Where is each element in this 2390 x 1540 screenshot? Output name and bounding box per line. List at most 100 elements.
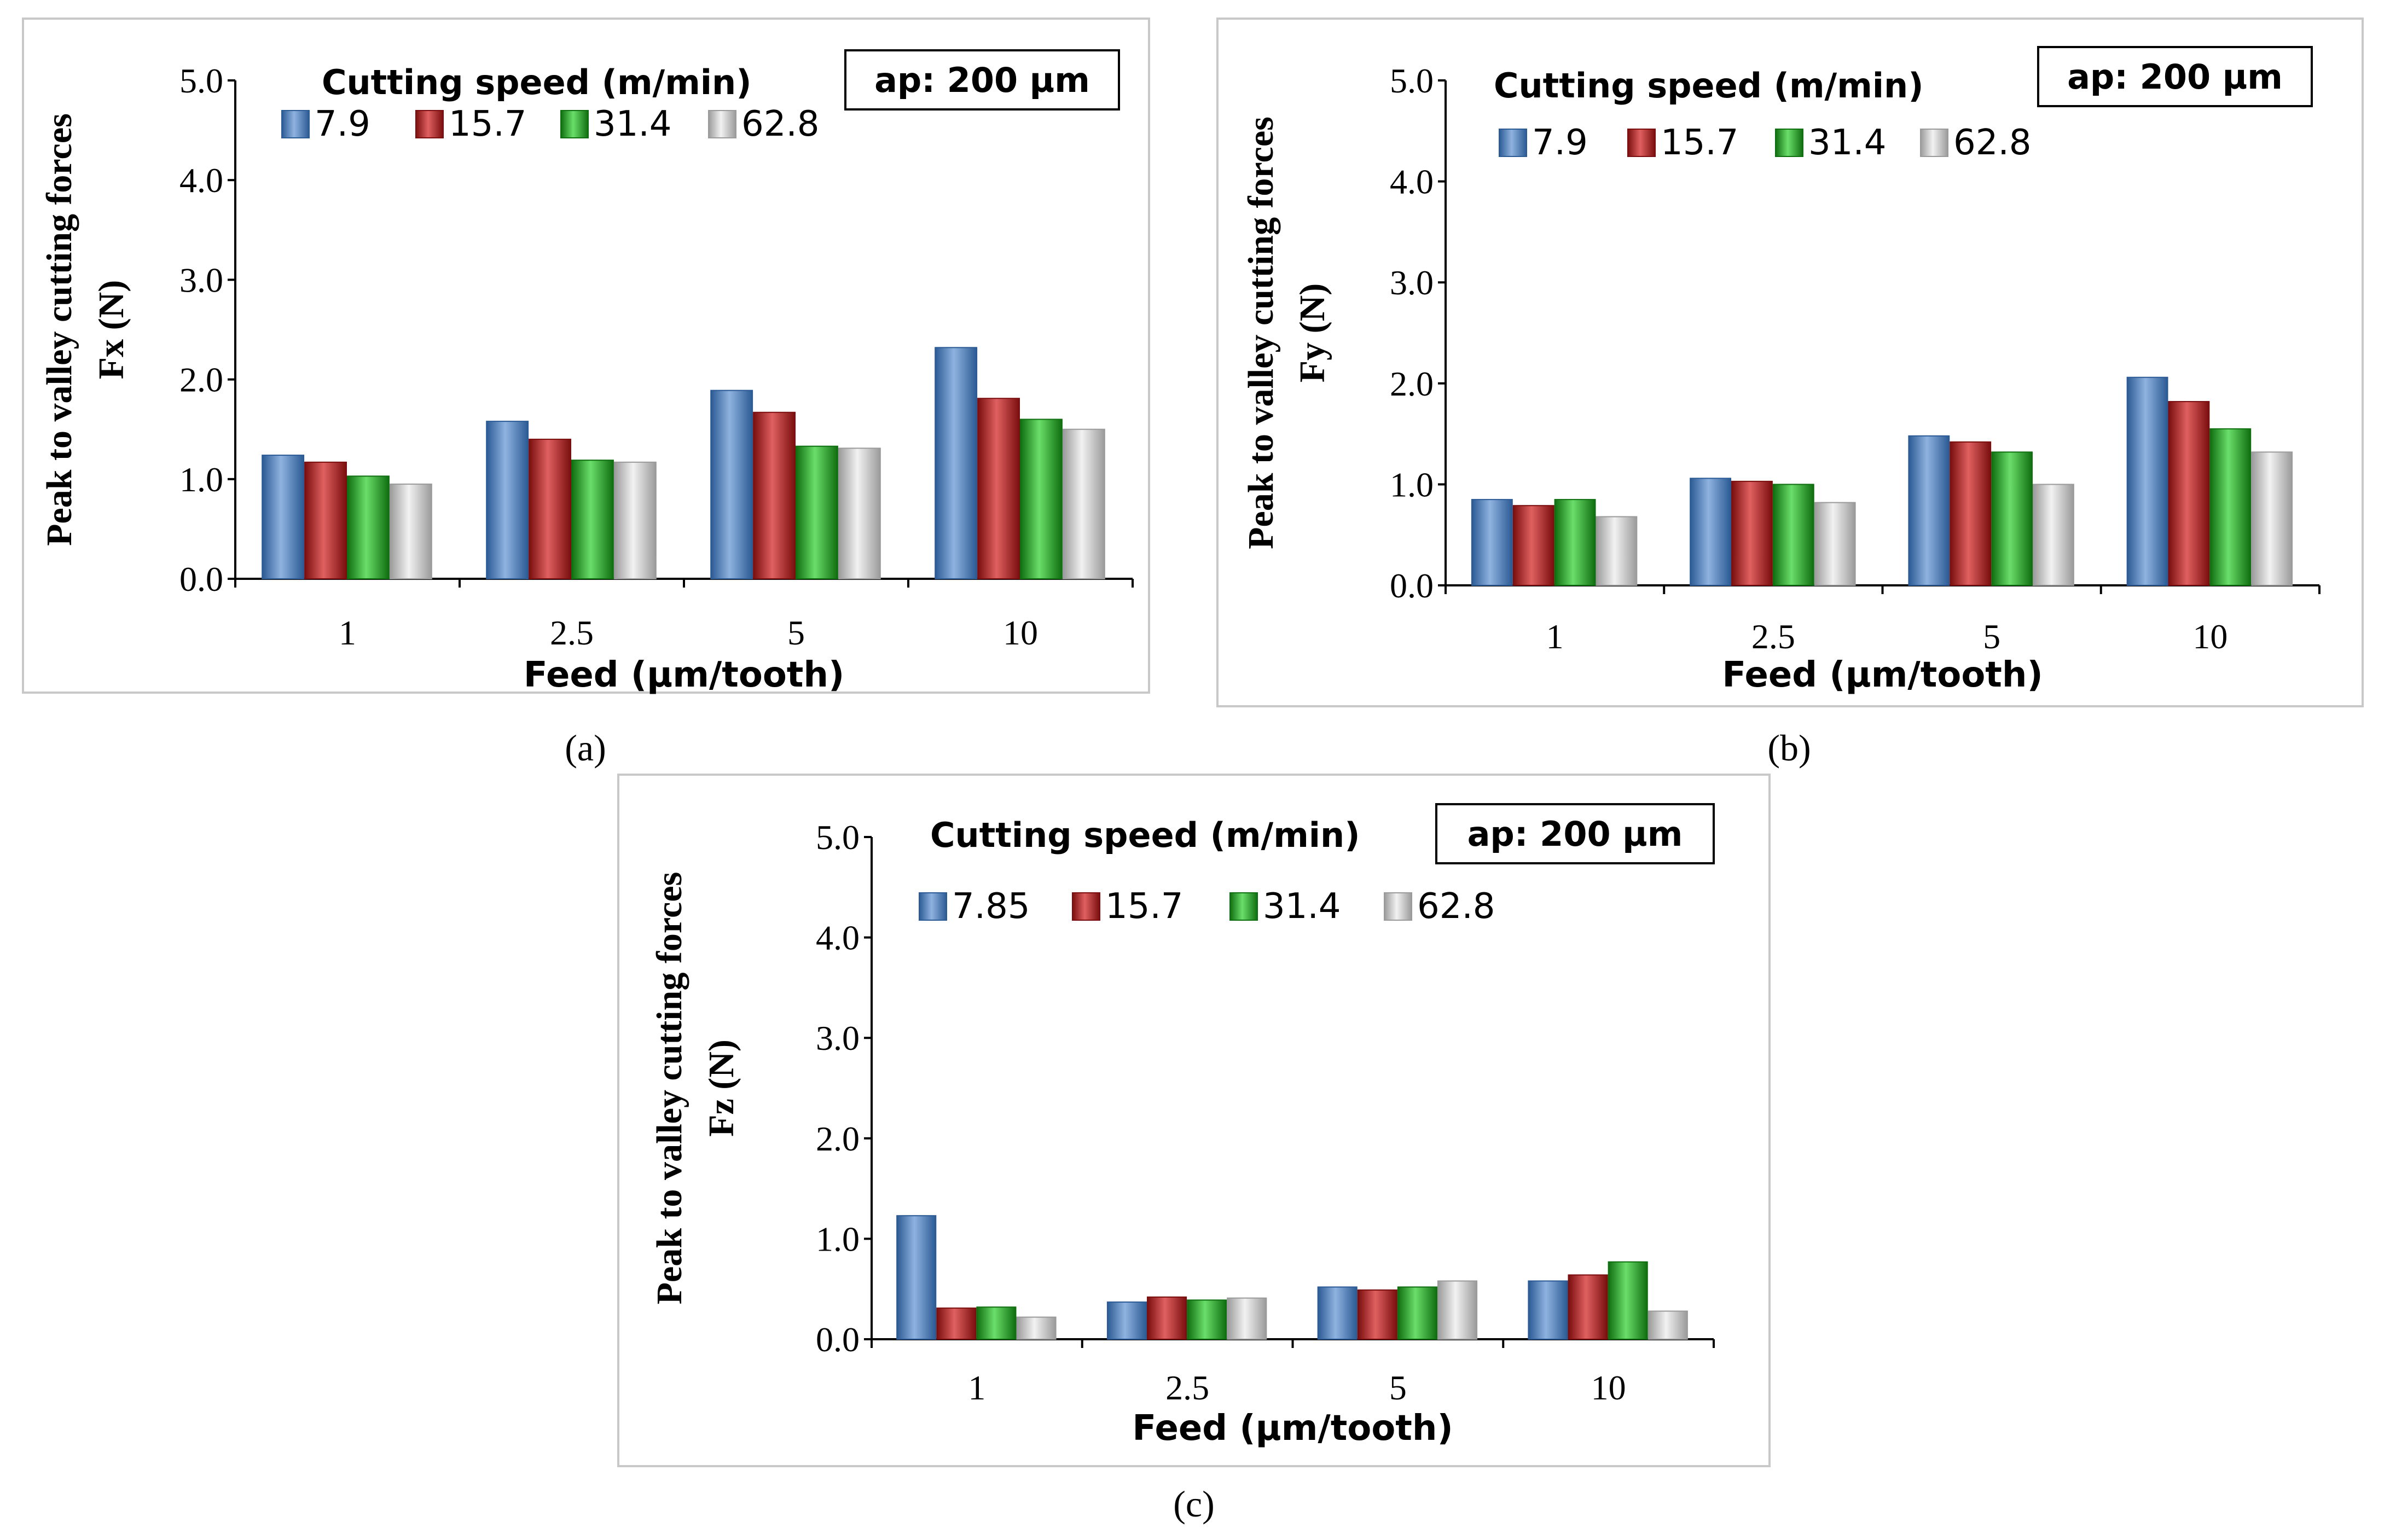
y-axis-title: Peak to valley cutting forces — [649, 872, 689, 1305]
y-axis-title: Peak to valley cutting forces — [1241, 117, 1281, 549]
legend-swatch-2 — [1627, 129, 1656, 157]
bar-series-4-cat-3 — [1437, 1280, 1478, 1340]
bar-series-3-cat-1 — [347, 475, 390, 579]
bar-series-1-cat-1 — [896, 1215, 937, 1340]
x-category-label: 5 — [1389, 1368, 1407, 1407]
chart-frame — [22, 18, 1150, 694]
bar-series-4-cat-3 — [838, 448, 881, 579]
bar-series-4-cat-1 — [1016, 1316, 1057, 1340]
y-tick-label: 5.0 — [816, 818, 860, 857]
bar-series-2-cat-3 — [1950, 441, 1992, 586]
panel-label: (c) — [1173, 1483, 1214, 1525]
legend-swatch-3 — [1775, 129, 1803, 157]
bar-series-2-cat-4 — [1568, 1274, 1608, 1340]
bar-series-1-cat-2 — [1106, 1301, 1147, 1340]
bar-series-1-cat-2 — [486, 421, 529, 580]
bar-series-4-cat-1 — [1596, 516, 1638, 586]
y-tick-label: 1.0 — [1390, 465, 1434, 504]
x-category-label: 1 — [339, 613, 356, 652]
y-tick-label: 4.0 — [1390, 162, 1434, 201]
bar-series-1-cat-3 — [710, 390, 753, 580]
legend-entry-3: 31.4 — [1263, 886, 1341, 927]
bar-series-3-cat-1 — [976, 1306, 1017, 1340]
chart-panel-2: 0.0 1.0 2.0 3.0 4.0 5.0 1 2.5 5 10 Peak to valley … — [1216, 18, 2364, 707]
legend-entry-4: 62.8 — [1417, 886, 1495, 927]
bar-series-2-cat-1 — [936, 1307, 977, 1340]
bar-series-2-cat-1 — [304, 461, 347, 579]
legend-title: Cutting speed (m/min) — [322, 62, 752, 102]
bar-series-3-cat-3 — [796, 445, 838, 580]
legend-swatch-4 — [708, 110, 736, 138]
bar-series-1-cat-3 — [1317, 1286, 1358, 1340]
x-category-label: 5 — [787, 613, 805, 652]
y-tick-label: 1.0 — [816, 1219, 860, 1258]
y-tick-label: 2.0 — [1390, 364, 1434, 403]
x-category-label: 10 — [2192, 617, 2227, 656]
bar-series-3-cat-4 — [1020, 419, 1063, 579]
bar-series-1-cat-1 — [1471, 499, 1513, 586]
y-tick-label: 3.0 — [816, 1019, 860, 1057]
y-tick-label: 4.0 — [816, 919, 860, 957]
bar-series-3-cat-3 — [1991, 451, 2033, 586]
x-axis-title: Feed (µm/tooth) — [1132, 1408, 1453, 1449]
annotation-text: ap: 200 µm — [2067, 57, 2283, 97]
panel-label: (a) — [565, 727, 606, 769]
bar-series-2-cat-2 — [1731, 480, 1773, 586]
y-tick-label: 0.0 — [1390, 566, 1434, 605]
bar-series-2-cat-3 — [753, 411, 796, 579]
y-tick-label: 2.0 — [179, 361, 223, 399]
legend-swatch-1 — [281, 110, 310, 138]
annotation-text: ap: 200 µm — [1467, 814, 1683, 854]
bar-series-3-cat-2 — [1187, 1299, 1227, 1340]
legend-entry-3: 31.4 — [594, 104, 672, 144]
x-category-label: 2.5 — [550, 613, 594, 652]
bar-series-1-cat-4 — [2126, 376, 2168, 586]
bar-series-4-cat-3 — [2032, 484, 2074, 586]
chart-panel-3: 0.0 1.0 2.0 3.0 4.0 5.0 1 2.5 5 10 Peak to valley … — [617, 774, 1771, 1467]
legend-swatch-4 — [1384, 892, 1412, 921]
bar-series-1-cat-1 — [262, 455, 305, 580]
y-tick-label: 5.0 — [1390, 61, 1434, 100]
legend-swatch-1 — [919, 892, 947, 921]
bar-series-2-cat-4 — [2168, 401, 2210, 586]
legend-entry-1: 7.9 — [1532, 123, 1588, 163]
legend-title: Cutting speed (m/min) — [930, 815, 1360, 855]
bar-series-4-cat-4 — [1062, 428, 1105, 579]
bar-series-1-cat-4 — [935, 347, 978, 580]
legend-entry-3: 31.4 — [1808, 123, 1887, 163]
y-tick-label: 2.0 — [816, 1119, 860, 1158]
y-tick-label: 5.0 — [179, 61, 223, 100]
legend-swatch-2 — [1072, 892, 1100, 921]
bar-series-3-cat-3 — [1397, 1286, 1437, 1340]
y-tick-label: 0.0 — [179, 560, 223, 598]
legend-swatch-1 — [1499, 129, 1527, 157]
annotation-text: ap: 200 µm — [874, 60, 1090, 100]
y-tick-label: 3.0 — [1390, 263, 1434, 302]
bar-series-1-cat-4 — [1528, 1280, 1568, 1340]
bar-series-2-cat-2 — [1147, 1296, 1187, 1340]
bar-series-3-cat-2 — [571, 460, 614, 579]
panel-label: (b) — [1767, 727, 1811, 769]
bar-series-2-cat-3 — [1357, 1289, 1397, 1340]
bar-series-2-cat-4 — [977, 398, 1020, 580]
chart-frame — [1216, 18, 2364, 707]
bar-series-3-cat-2 — [1772, 484, 1814, 586]
y-axis-title: Peak to valley cutting forces — [39, 113, 79, 546]
x-category-label: 2.5 — [1751, 617, 1795, 656]
legend-entry-4: 62.8 — [741, 104, 820, 144]
y-axis-title-unit: Fz (N) — [701, 1039, 741, 1137]
y-axis-title-unit: Fx (N) — [91, 280, 131, 379]
bar-series-4-cat-2 — [613, 461, 657, 579]
chart-frame — [617, 774, 1771, 1467]
y-axis-title-unit: Fy (N) — [1292, 283, 1332, 382]
x-category-label: 5 — [1983, 617, 2000, 656]
bar-series-3-cat-1 — [1554, 499, 1596, 586]
x-axis-title: Feed (µm/tooth) — [1722, 655, 2043, 695]
x-category-label: 1 — [1546, 617, 1564, 656]
bar-series-2-cat-2 — [529, 438, 571, 579]
x-category-label: 10 — [1591, 1368, 1626, 1407]
legend-swatch-3 — [560, 110, 589, 138]
annotation-box — [844, 49, 1120, 111]
legend-swatch-2 — [415, 110, 444, 138]
